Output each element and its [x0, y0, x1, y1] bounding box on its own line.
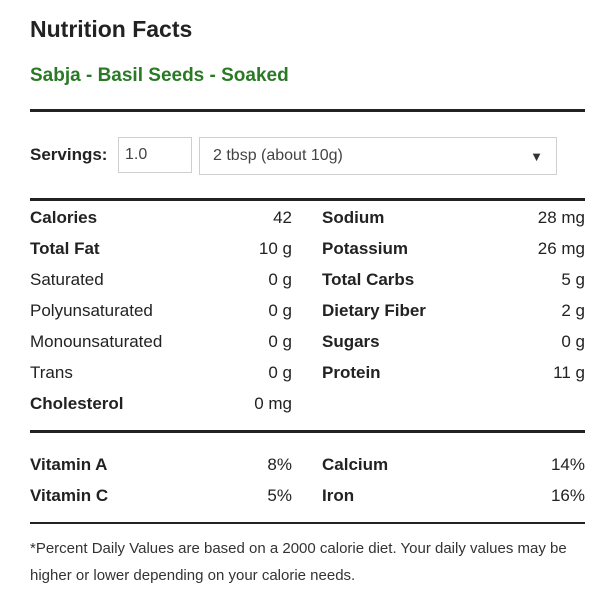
nutrient-value: 26 mg: [537, 239, 585, 258]
nutrient-row-calories: Calories 42: [30, 206, 292, 230]
nutrient-value: 10 g: [258, 239, 292, 258]
nutrient-value: 0 g: [561, 332, 585, 351]
nutrient-label: Potassium: [322, 239, 408, 258]
nutrient-label: Dietary Fiber: [322, 301, 426, 320]
nutrient-value: 0 g: [268, 301, 292, 320]
nutrient-label: Sugars: [322, 332, 380, 351]
vitamin-value: 5%: [267, 486, 292, 505]
mineral-row-calcium: Calcium 14%: [322, 453, 585, 477]
nutrient-label: Sodium: [322, 208, 385, 227]
vitamin-row-vitamin-c: Vitamin C 5%: [30, 484, 292, 508]
nutrient-value: 2 g: [561, 301, 585, 320]
nutrient-row-dietary-fiber: Dietary Fiber 2 g: [322, 299, 585, 323]
mineral-value: 16%: [550, 486, 585, 505]
nutrient-label: Polyunsaturated: [30, 301, 153, 320]
daily-value-footnote: *Percent Daily Values are based on a 200…: [30, 540, 567, 584]
nutrient-label: Protein: [322, 363, 381, 382]
nutrient-value: 0 g: [268, 332, 292, 351]
nutrient-label: Total Carbs: [322, 270, 415, 289]
servings-label: Servings:: [30, 145, 108, 164]
nutrient-row-monounsaturated: Monounsaturated 0 g: [30, 330, 292, 354]
nutrient-value: 11 g: [553, 363, 585, 382]
divider: [30, 109, 585, 112]
nutrient-row-total-fat: Total Fat 10 g: [30, 237, 292, 261]
nutrient-row-polyunsaturated: Polyunsaturated 0 g: [30, 299, 292, 323]
nutrient-value: 28 mg: [537, 208, 585, 227]
nutrient-row-protein: Protein 11 g: [322, 361, 585, 385]
nutrient-label: Cholesterol: [30, 394, 124, 413]
nutrient-value: 5 g: [561, 270, 585, 289]
food-name: Sabja - Basil Seeds - Soaked: [30, 65, 289, 86]
mineral-row-iron: Iron 16%: [322, 484, 585, 508]
nutrient-label: Saturated: [30, 270, 104, 289]
nutrient-value: 42: [273, 208, 292, 227]
vitamin-row-vitamin-a: Vitamin A 8%: [30, 453, 292, 477]
nutrient-value: 0 mg: [254, 394, 292, 413]
nutrient-row-total-carbs: Total Carbs 5 g: [322, 268, 585, 292]
divider: [30, 430, 585, 433]
nutrient-row-trans: Trans 0 g: [30, 361, 292, 385]
nutrient-label: Monounsaturated: [30, 332, 163, 351]
mineral-value: 14%: [550, 455, 585, 474]
nutrient-label: Calories: [30, 208, 98, 227]
nutrient-row-cholesterol: Cholesterol 0 mg: [30, 392, 292, 416]
servings-quantity-input[interactable]: [118, 137, 192, 173]
serving-unit-value: 2 tbsp (about 10g): [213, 147, 343, 164]
vitamin-label: Vitamin C: [30, 486, 109, 505]
page-title: Nutrition Facts: [30, 16, 193, 42]
nutrient-label: Trans: [30, 363, 73, 382]
nutrient-row-sodium: Sodium 28 mg: [322, 206, 585, 230]
divider: [30, 522, 585, 524]
nutrient-row-sugars: Sugars 0 g: [322, 330, 585, 354]
divider: [30, 198, 585, 201]
nutrient-value: 0 g: [268, 363, 292, 382]
nutrient-value: 0 g: [268, 270, 292, 289]
chevron-down-icon: ▼: [530, 148, 543, 164]
mineral-label: Iron: [322, 486, 355, 505]
nutrient-row-saturated: Saturated 0 g: [30, 268, 292, 292]
vitamin-label: Vitamin A: [30, 455, 108, 474]
mineral-label: Calcium: [322, 455, 389, 474]
nutrient-row-potassium: Potassium 26 mg: [322, 237, 585, 261]
nutrient-label: Total Fat: [30, 239, 100, 258]
serving-unit-select[interactable]: 2 tbsp (about 10g) ▼: [199, 137, 557, 175]
vitamin-value: 8%: [267, 455, 292, 474]
